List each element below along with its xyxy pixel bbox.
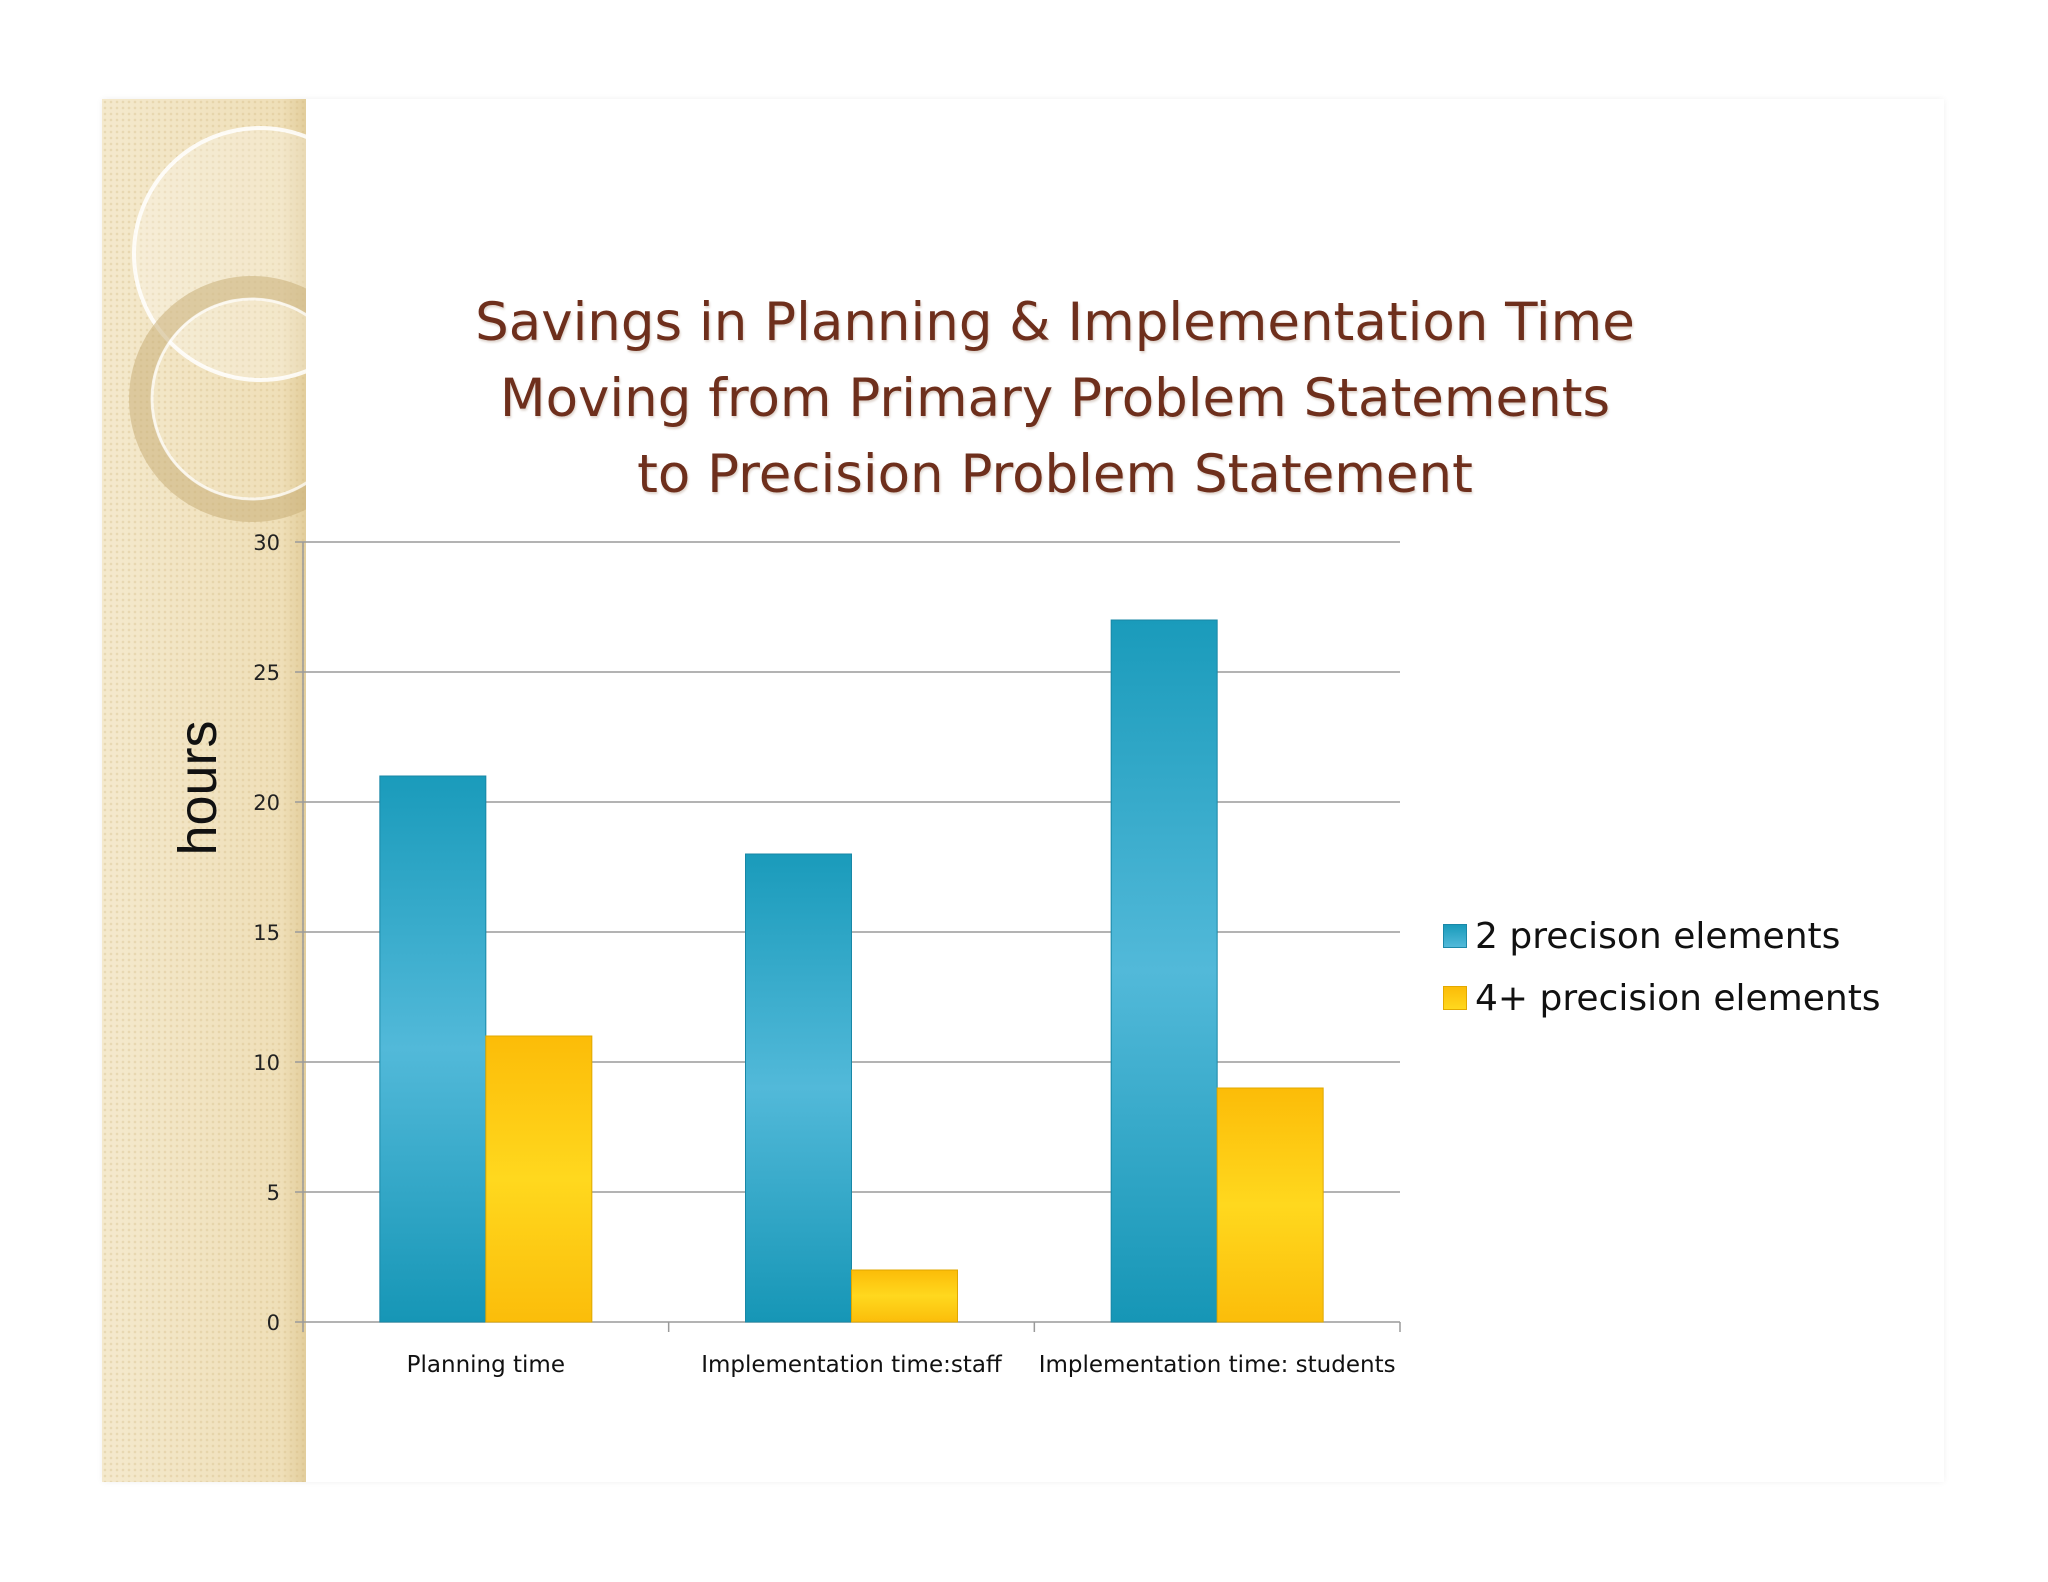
legend-label: 2 precison elements [1475, 915, 1841, 957]
legend-label: 4+ precision elements [1475, 977, 1881, 1019]
decorative-rings [129, 126, 306, 522]
bar-series-2-2 [1216, 1087, 1324, 1323]
chart-title: Savings in Planning & Implementation Tim… [430, 285, 1680, 513]
bars [379, 619, 1324, 1323]
y-tick-label: 25 [253, 661, 280, 685]
x-category-label: Implementation time: students [1039, 1352, 1396, 1378]
y-axis-label: hours [168, 720, 228, 855]
x-category-label: Implementation time:staff [701, 1352, 1003, 1378]
y-tick-label: 5 [267, 1181, 280, 1205]
bar-series-2-1 [851, 1269, 958, 1323]
chart-title-line-3: to Precision Problem Statement [637, 444, 1473, 505]
chart-title-line-1: Savings in Planning & Implementation Tim… [475, 292, 1635, 353]
x-category-label: Planning time [407, 1352, 565, 1378]
bar-series-1-0 [379, 775, 487, 1323]
bar-series-1-1 [745, 853, 852, 1323]
legend-swatch-yellow [1443, 986, 1467, 1010]
y-tick-label: 10 [253, 1051, 280, 1075]
y-tick-label: 20 [253, 791, 280, 815]
legend: 2 precison elements 4+ precision element… [1443, 905, 1881, 1029]
y-tick-label: 15 [253, 921, 280, 945]
y-tick-label: 30 [253, 531, 280, 555]
axis-labels: 0 5 10 15 20 25 30 Planning time Implementation … [253, 531, 1395, 1378]
y-tick-label: 0 [267, 1311, 280, 1335]
bar-series-1-2 [1110, 619, 1218, 1323]
bar-series-2-0 [485, 1035, 593, 1323]
decorative-side-panel [102, 99, 306, 1482]
chart-title-line-2: Moving from Primary Problem Statements [499, 368, 1611, 429]
legend-item-series-2: 4+ precision elements [1443, 967, 1881, 1029]
legend-swatch-blue [1443, 924, 1467, 948]
legend-item-series-1: 2 precison elements [1443, 905, 1881, 967]
